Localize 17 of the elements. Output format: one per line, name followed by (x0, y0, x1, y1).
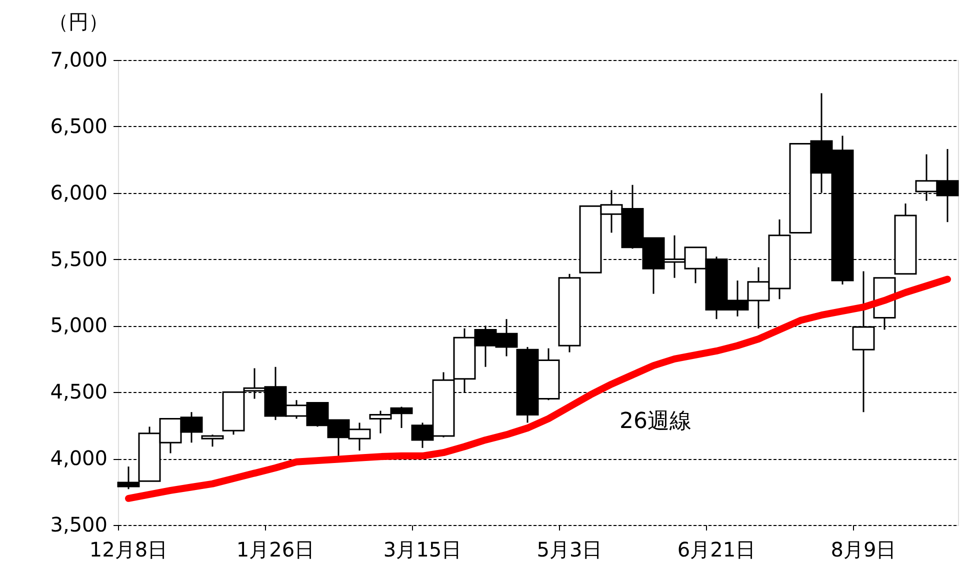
y-tick-label: 5,000 (50, 313, 108, 338)
y-tick-label: 3,500 (50, 512, 108, 536)
y-tick-label: 5,500 (50, 246, 108, 271)
x-tick-label: 3月15日 (383, 538, 462, 562)
y-tick-label: 4,500 (50, 380, 108, 404)
x-tick-label: 12月8日 (89, 538, 168, 562)
x-tick-label: 1月26日 (236, 538, 315, 562)
y-tick-label: 7,000 (50, 48, 108, 72)
x-tick-label: 6月21日 (677, 538, 756, 562)
y-tick-label: 6,000 (50, 180, 108, 204)
candlestick (201, 434, 224, 448)
x-tick-label: 8月9日 (830, 538, 896, 562)
y-tick-label: 6,500 (50, 114, 108, 138)
series-label: 26週線 (620, 408, 692, 434)
y-tick-label: 4,000 (50, 446, 108, 470)
x-tick-label: 5月3日 (536, 538, 602, 562)
y-axis-title: （円） (48, 10, 108, 34)
